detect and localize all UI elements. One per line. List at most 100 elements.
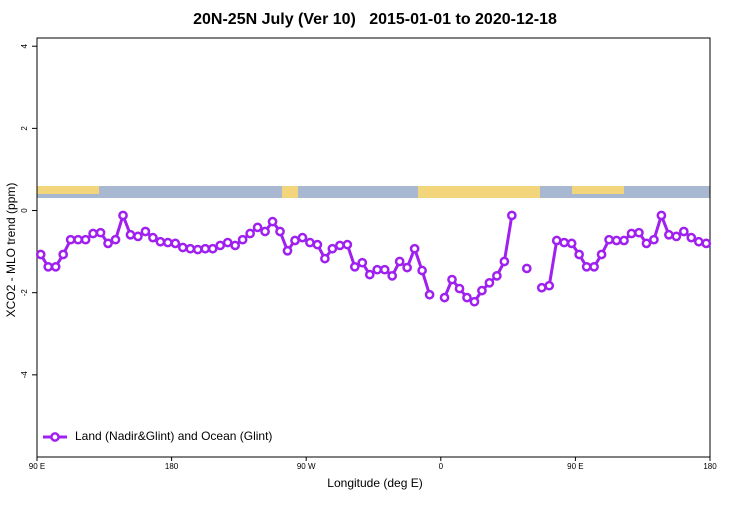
data-point <box>521 263 532 274</box>
chart-title: 20N-25N July (Ver 10) 2015-01-01 to 2020… <box>193 11 557 28</box>
data-point <box>693 236 704 247</box>
data-point <box>185 243 196 254</box>
x-axis-label: Longitude (deg E) <box>327 476 422 490</box>
data-point <box>260 226 270 237</box>
data-point <box>536 282 547 293</box>
data-point <box>574 249 584 260</box>
data-point <box>678 226 689 237</box>
data-point <box>559 237 570 248</box>
y-tick-label: 0 <box>20 208 29 213</box>
data-point <box>297 232 308 243</box>
data-point <box>73 234 83 245</box>
data-point <box>379 264 390 275</box>
data-point <box>596 249 607 260</box>
data-point <box>402 262 412 273</box>
data-point <box>237 234 248 245</box>
x-tick-label: 90 E <box>567 462 583 471</box>
data-point <box>656 210 667 221</box>
data-point <box>177 242 188 253</box>
data-point <box>80 234 91 245</box>
legend: Land (Nadir&Glint) and Ocean (Glint) <box>43 429 272 443</box>
data-point <box>133 231 143 242</box>
data-point <box>626 228 637 239</box>
data-point <box>342 239 353 250</box>
data-point <box>275 226 285 237</box>
data-point <box>544 280 555 291</box>
x-tick-label: 180 <box>165 462 179 471</box>
data-point <box>372 264 383 275</box>
data-point <box>222 237 233 248</box>
data-point <box>686 232 697 243</box>
data-point <box>65 234 76 245</box>
data-point <box>619 235 629 246</box>
data-point <box>320 253 330 264</box>
data-point <box>477 285 487 296</box>
map-strip <box>37 186 710 198</box>
x-tick-label: 0 <box>439 462 444 471</box>
data-point <box>469 296 480 307</box>
data-point <box>50 261 61 272</box>
data-point <box>155 236 166 247</box>
data-point <box>103 238 113 249</box>
data-point <box>207 243 218 254</box>
data-point <box>671 231 682 242</box>
x-tick-label: 90 E <box>29 462 45 471</box>
data-point <box>417 265 427 276</box>
data-point <box>290 235 300 246</box>
series-line <box>39 210 707 304</box>
data-point <box>267 216 278 227</box>
y-tick-label: -2 <box>20 289 29 297</box>
data-point <box>335 240 345 251</box>
data-point <box>192 244 203 255</box>
data-point <box>566 238 577 249</box>
data-point <box>35 249 46 260</box>
data-point <box>357 257 368 268</box>
data-point <box>581 261 592 272</box>
data-point <box>327 243 338 254</box>
data-point <box>506 210 517 221</box>
data-point <box>364 269 375 280</box>
data-point <box>499 256 510 267</box>
data-point <box>664 229 674 240</box>
data-point <box>492 270 502 281</box>
data-point <box>701 238 712 249</box>
data-point <box>454 283 465 294</box>
data-point <box>58 249 69 260</box>
y-tick-label: 2 <box>20 126 29 131</box>
data-point <box>394 256 405 267</box>
data-point <box>95 227 106 238</box>
data-point <box>148 232 158 243</box>
data-point <box>649 234 659 245</box>
data-point <box>387 270 398 281</box>
data-point <box>245 228 255 239</box>
data-point <box>551 235 562 246</box>
data-point <box>200 243 211 254</box>
data-point <box>110 234 121 245</box>
data-point <box>43 261 54 272</box>
data-point <box>484 277 495 288</box>
y-axis-label: XCO2 - MLO trend (ppm) <box>4 183 18 318</box>
legend-label: Land (Nadir&Glint) and Ocean (Glint) <box>75 429 272 443</box>
data-point <box>439 292 450 303</box>
data-point <box>312 239 323 250</box>
data-point <box>215 240 226 251</box>
data-point <box>163 237 173 248</box>
data-point <box>170 238 181 249</box>
data-point <box>589 261 599 272</box>
legend-marker <box>50 432 60 442</box>
data-point <box>349 261 360 272</box>
plot-frame <box>36 37 711 458</box>
data-point <box>424 289 435 300</box>
data-point <box>305 237 315 248</box>
data-point <box>252 222 263 233</box>
data-point <box>282 245 293 256</box>
data-point <box>604 234 614 245</box>
y-tick-label: -4 <box>20 371 29 379</box>
data-point <box>230 240 241 251</box>
data-point <box>447 274 457 285</box>
y-tick-label: 4 <box>20 43 29 48</box>
data-point <box>409 243 420 254</box>
data-point <box>140 226 151 237</box>
data-point <box>611 235 622 246</box>
